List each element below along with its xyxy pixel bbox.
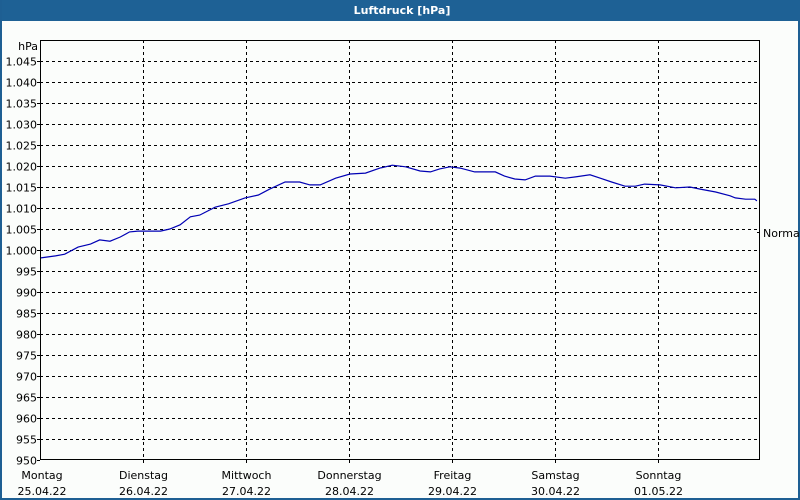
x-day-label: Dienstag xyxy=(119,469,168,482)
x-day-label: Samstag xyxy=(531,469,579,482)
y-tick-label: 960 xyxy=(16,413,37,426)
y-tick-label: 1.045 xyxy=(6,56,38,69)
y-tick-label: 975 xyxy=(16,350,37,363)
y-tick-label: 995 xyxy=(16,266,37,279)
y-tick-label: 990 xyxy=(16,287,37,300)
x-date-label: 25.04.22 xyxy=(18,485,67,498)
y-tick-label: 1.030 xyxy=(6,119,38,132)
y-tick-label: 950 xyxy=(16,455,37,468)
y-tick-label: 985 xyxy=(16,308,37,321)
y-tick-label: 965 xyxy=(16,392,37,405)
x-date-label: 27.04.22 xyxy=(222,485,271,498)
y-tick-label: 1.005 xyxy=(6,224,38,237)
grid-lines xyxy=(40,40,760,464)
y-tick-label: 955 xyxy=(16,434,37,447)
x-date-label: 29.04.22 xyxy=(428,485,477,498)
normal-reference-label: Normal xyxy=(763,227,800,240)
x-day-label: Mittwoch xyxy=(222,469,272,482)
y-tick-label: 1.010 xyxy=(6,203,38,216)
pressure-line xyxy=(39,164,758,259)
y-tick-label: 1.000 xyxy=(6,245,38,258)
y-tick-label: 970 xyxy=(16,371,37,384)
y-tick-label: 1.020 xyxy=(6,161,38,174)
x-day-label: Donnerstag xyxy=(317,469,381,482)
plot-frame xyxy=(40,40,760,460)
y-tick-label: 1.015 xyxy=(6,182,38,195)
y-axis-unit-label: hPa xyxy=(18,40,38,53)
x-day-label: Sonntag xyxy=(636,469,682,482)
x-date-label: 26.04.22 xyxy=(119,485,168,498)
x-date-label: 30.04.22 xyxy=(531,485,580,498)
y-axis: 950 955 960 965 970 975 980 985 990 995 1.000 1.005… xyxy=(6,56,760,468)
x-day-label: Montag xyxy=(21,469,62,482)
y-tick-label: 980 xyxy=(16,329,37,342)
x-date-label: 28.04.22 xyxy=(325,485,374,498)
x-axis: Montag 25.04.22 Dienstag 26.04.22 Mittwoch 27… xyxy=(18,469,683,498)
y-tick-label: 1.025 xyxy=(6,140,38,153)
y-tick-label: 1.040 xyxy=(6,77,38,90)
x-date-label: 01.05.22 xyxy=(634,485,683,498)
y-tick-label: 1.035 xyxy=(6,98,38,111)
window-title: Luftdruck [hPa] xyxy=(2,0,800,21)
x-day-label: Freitag xyxy=(434,469,472,482)
